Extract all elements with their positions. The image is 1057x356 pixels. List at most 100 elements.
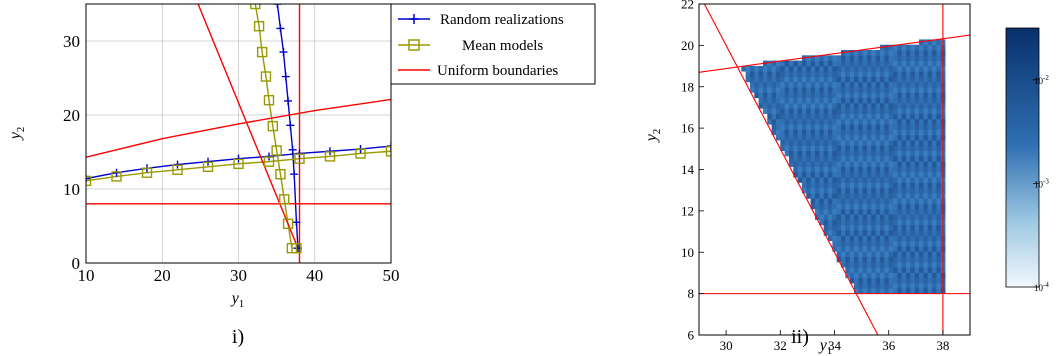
heatmap-cell [910, 55, 916, 62]
heatmap-cell [906, 124, 911, 130]
heatmap-cell [923, 277, 929, 284]
heatmap-cell [806, 129, 812, 136]
data-point-square [172, 164, 183, 175]
heatmap-cell [893, 102, 898, 109]
heatmap-cell [888, 177, 894, 183]
heatmap-cell [819, 108, 825, 114]
heatmap-cell [823, 166, 829, 173]
heatmap-cell [906, 44, 911, 51]
heatmap-cell [910, 60, 916, 67]
panel-label: i) [232, 326, 244, 348]
heatmap-cell [919, 108, 924, 114]
heatmap-cell [819, 97, 825, 104]
heatmap-cell [762, 102, 768, 109]
heatmap-cell [923, 177, 929, 183]
heatmap-cell [836, 256, 842, 263]
heatmap-cell [810, 177, 816, 183]
heatmap-cell [819, 65, 825, 72]
heatmap-cell [867, 267, 872, 273]
heatmap-cell [780, 65, 786, 72]
heatmap-cell [919, 208, 924, 215]
data-point-square [256, 46, 268, 58]
heatmap-cell [780, 92, 786, 99]
heatmap-cell [875, 267, 881, 273]
heatmap-cell [901, 267, 907, 273]
heatmap-cell [888, 145, 894, 152]
colorbar-tick-label: 10-4 [1034, 281, 1049, 293]
heatmap-cell [836, 177, 842, 183]
heatmap-cell [836, 87, 842, 93]
heatmap-cell [919, 245, 924, 252]
heatmap-cell [910, 81, 916, 88]
heatmap-cell [836, 150, 842, 157]
heatmap-cell [867, 193, 872, 199]
heatmap-cell [875, 76, 881, 83]
heatmap-cell [901, 129, 907, 136]
heatmap-cell [880, 155, 885, 162]
heatmap-cell [862, 214, 868, 220]
heatmap-cell [888, 108, 894, 114]
heatmap-cell [910, 134, 916, 141]
heatmap-cell [845, 171, 851, 178]
heatmap-cell [906, 55, 911, 62]
heatmap-cell [788, 81, 794, 88]
heatmap-cell [906, 251, 911, 257]
heatmap-cell [788, 76, 794, 83]
heatmap-cell [875, 208, 881, 215]
colorbar-tick-label: 10-3 [1034, 177, 1049, 189]
heatmap-cell [936, 267, 942, 273]
heatmap-cell [819, 102, 825, 109]
heatmap-cell [901, 177, 907, 183]
heatmap-cell [862, 124, 868, 130]
heatmap-cell [845, 245, 851, 252]
heatmap-cell [801, 65, 807, 72]
heatmap-cell [888, 187, 894, 194]
heatmap-cell [814, 198, 820, 204]
heatmap-cell [754, 76, 760, 83]
heatmap-cell [897, 108, 903, 114]
heatmap-cell [832, 55, 838, 62]
heatmap-cell [832, 245, 838, 252]
heatmap-cell [797, 150, 803, 157]
heatmap-cell [919, 155, 924, 162]
heatmap-cell [762, 76, 768, 83]
heatmap-cell [854, 203, 859, 210]
heatmap-cell [823, 193, 829, 199]
heatmap-cell [832, 193, 838, 199]
heatmap-cell [901, 245, 907, 252]
heatmap-cell [819, 150, 825, 157]
heatmap-cell [862, 177, 868, 183]
heatmap-cell [767, 108, 773, 114]
heatmap-cell [927, 140, 933, 146]
heatmap-cell [932, 214, 937, 220]
heatmap-cell [823, 55, 829, 62]
heatmap-cell [841, 150, 846, 157]
heatmap-cell [932, 76, 937, 83]
heatmap-cell [858, 235, 864, 242]
heatmap-cell [927, 97, 933, 104]
heatmap-cell [901, 55, 907, 62]
heatmap-cell [923, 203, 929, 210]
heatmap-cell [823, 113, 829, 120]
heatmap-cell [914, 134, 920, 141]
heatmap-cell [936, 166, 942, 173]
heatmap-cell [832, 150, 838, 157]
heatmap-cell [897, 230, 903, 236]
heatmap-cell [880, 97, 885, 104]
heatmap-cell [854, 55, 859, 62]
heatmap-cell [793, 92, 799, 99]
heatmap-cell [884, 193, 890, 199]
y-axis-label: y2 [643, 129, 663, 144]
heatmap-cell [810, 124, 816, 130]
heatmap-cell [927, 150, 933, 157]
heatmap-cell [875, 134, 881, 141]
heatmap-cell [867, 60, 872, 67]
heatmap-cell [914, 214, 920, 220]
heatmap-cell [858, 208, 864, 215]
legend-label-mean: Mean models [462, 38, 543, 54]
heatmap-cell [780, 71, 786, 77]
heatmap-cell [836, 81, 842, 88]
heatmap-cell [806, 71, 812, 77]
heatmap-cell [919, 272, 924, 279]
data-point-square [202, 161, 214, 173]
